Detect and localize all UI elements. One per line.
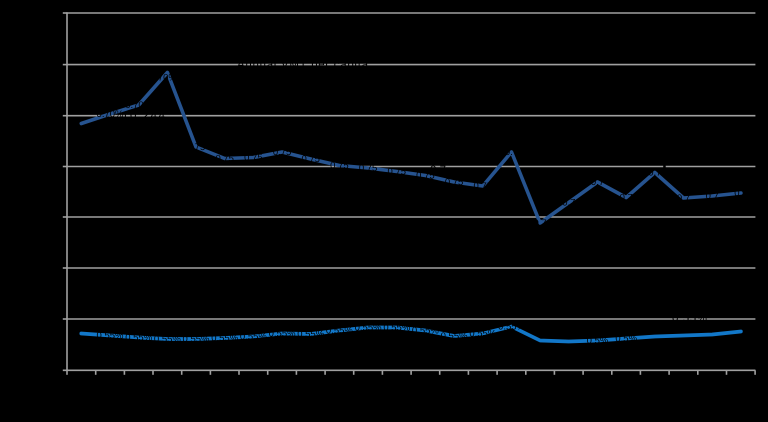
svg-text:0.70%: 0.70% — [97, 109, 124, 120]
svg-text:0.7: 0.7 — [620, 193, 633, 204]
svg-text:0.75: 0.75 — [244, 153, 263, 164]
svg-text:10,244: 10,244 — [122, 110, 166, 122]
svg-text:0.55%: 0.55% — [326, 326, 353, 337]
svg-text:0.5%: 0.5% — [615, 334, 637, 345]
svg-text:0.55%: 0.55% — [297, 329, 324, 340]
svg-text:0.75: 0.75 — [301, 154, 320, 165]
svg-text:0.55%: 0.55% — [469, 329, 496, 340]
svg-text:0.55%: 0.55% — [211, 333, 238, 344]
svg-text:0.55%: 0.55% — [183, 334, 210, 345]
svg-text:0.55%: 0.55% — [355, 323, 382, 334]
svg-text:0.75: 0.75 — [388, 167, 407, 178]
svg-text:0.7: 0.7 — [430, 164, 446, 176]
svg-text:0.55%: 0.55% — [97, 331, 124, 342]
svg-text:0.7: 0.7 — [591, 177, 604, 188]
svg-text:0.7: 0.7 — [562, 198, 575, 209]
svg-text:0.55%: 0.55% — [154, 334, 181, 345]
svg-text:0.55%: 0.55% — [269, 329, 296, 340]
svg-text:0.70%: 0.70% — [150, 73, 177, 84]
svg-text:0.75: 0.75 — [273, 147, 292, 158]
svg-text:0.70%: 0.70% — [125, 100, 152, 111]
svg-text:0.7: 0.7 — [505, 147, 518, 158]
svg-text:0.7: 0.7 — [734, 188, 747, 199]
svg-text:0.55%: 0.55% — [125, 333, 152, 344]
svg-text:0.55%: 0.55% — [383, 323, 410, 334]
svg-text:0.75: 0.75 — [215, 154, 234, 165]
svg-text:0.75: 0.75 — [416, 171, 435, 182]
svg-text:0.55%: 0.55% — [240, 332, 267, 343]
svg-text:0.75: 0.75 — [187, 142, 206, 153]
svg-text:0.55%: 0.55% — [672, 313, 707, 325]
svg-text:0.75: 0.75 — [359, 163, 378, 174]
svg-text:0.75: 0.75 — [330, 161, 349, 172]
svg-text:0.55%: 0.55% — [441, 331, 468, 342]
svg-text:0.55%: 0.55% — [412, 326, 439, 337]
svg-text:0.7: 0.7 — [706, 191, 719, 202]
svg-text:0.7: 0.7 — [648, 168, 661, 179]
svg-text:0.75: 0.75 — [445, 177, 464, 188]
svg-text:0.5%: 0.5% — [587, 336, 609, 347]
svg-text:Annual VMT per capita: Annual VMT per capita — [237, 59, 369, 71]
svg-text:0.75: 0.75 — [474, 181, 493, 192]
svg-text:0.7: 0.7 — [533, 218, 546, 229]
svg-text:0.7: 0.7 — [677, 193, 690, 204]
svg-text:0.55%: 0.55% — [498, 322, 525, 333]
